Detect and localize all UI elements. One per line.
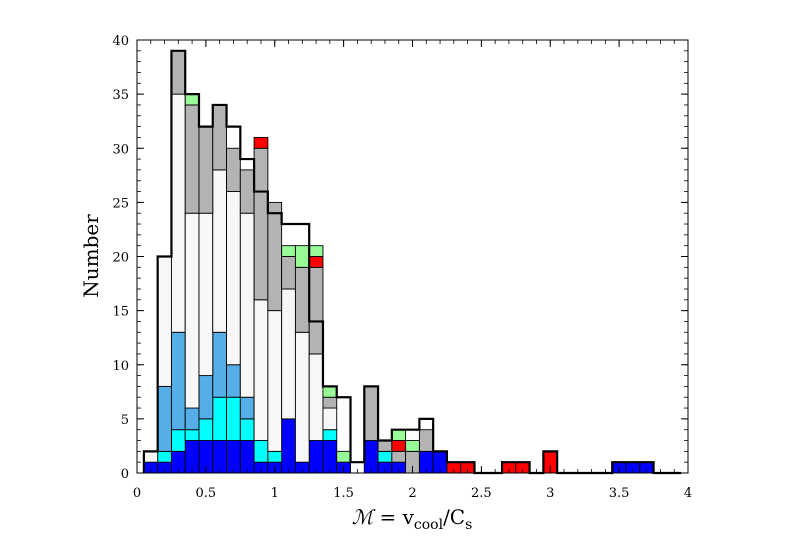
bar-segment-series-2 bbox=[239, 396, 255, 420]
bar-segment-series-1 bbox=[322, 429, 338, 441]
bar-segment-series-2 bbox=[170, 331, 186, 431]
bar-segment-series-3 bbox=[226, 191, 241, 366]
bar-segment-series-4 bbox=[170, 50, 186, 95]
bar-segment-series-0 bbox=[212, 440, 227, 474]
x-tick-label: 0.5 bbox=[196, 486, 217, 501]
bar-segment-series-5 bbox=[253, 136, 269, 149]
y-tick-label: 25 bbox=[112, 196, 129, 211]
bar-segment-series-0 bbox=[363, 440, 379, 474]
bar-segment-series-3 bbox=[253, 299, 269, 441]
stacked-bars bbox=[143, 50, 655, 474]
bar-segment-series-4 bbox=[226, 147, 241, 192]
bar-segment-series-6 bbox=[184, 93, 200, 106]
bar-segment-series-0 bbox=[239, 440, 255, 474]
bar-segment-series-1 bbox=[198, 418, 214, 441]
bar-segment-series-6 bbox=[336, 450, 351, 463]
bar-segment-series-3 bbox=[143, 450, 159, 463]
bar-segment-series-6 bbox=[405, 440, 420, 452]
bar-segment-series-0 bbox=[281, 418, 296, 474]
y-tick-label: 35 bbox=[112, 88, 129, 103]
x-tick-label: 2.5 bbox=[471, 486, 492, 501]
total-histogram-outline bbox=[142, 49, 682, 475]
x-tick-label: 3 bbox=[546, 486, 554, 501]
x-tick-label: 0 bbox=[133, 486, 141, 501]
bar-segment-series-1 bbox=[170, 429, 186, 452]
x-axis-label: ℳ = vcool/Cs bbox=[352, 505, 473, 533]
axis-ticks bbox=[136, 39, 689, 474]
bar-segment-series-6 bbox=[294, 245, 310, 268]
y-tick-labels: 0 5 10 15 20 25 30 35 40 bbox=[112, 34, 129, 482]
bar-segment-series-1 bbox=[267, 450, 283, 463]
bar-segment-series-3 bbox=[267, 310, 283, 452]
bar-segment-series-4 bbox=[377, 440, 393, 452]
bar-segment-series-5 bbox=[391, 440, 407, 452]
x-tick-label: 4 bbox=[684, 486, 692, 501]
y-tick-label: 0 bbox=[121, 467, 129, 482]
bar-segment-series-4 bbox=[239, 169, 255, 214]
y-tick-label: 30 bbox=[112, 142, 129, 157]
bar-segment-series-3 bbox=[322, 407, 338, 431]
bar-segment-series-3 bbox=[239, 212, 255, 398]
bar-segment-series-4 bbox=[184, 104, 200, 214]
bar-segment-series-4 bbox=[418, 429, 434, 452]
bar-segment-series-2 bbox=[184, 407, 200, 431]
bar-segment-series-3 bbox=[170, 93, 186, 333]
y-tick-label: 15 bbox=[112, 305, 129, 320]
x-label-sub-s: s bbox=[465, 517, 472, 533]
bar-segment-series-3 bbox=[157, 256, 172, 387]
x-tick-label: 3.5 bbox=[609, 486, 630, 501]
bar-segment-series-3 bbox=[212, 169, 227, 333]
bar-segment-series-0 bbox=[322, 440, 338, 474]
bar-segment-series-0 bbox=[226, 440, 241, 474]
bar-segment-series-1 bbox=[377, 450, 393, 463]
bar-segment-series-2 bbox=[198, 375, 214, 420]
x-label-sub-cool: cool bbox=[414, 517, 444, 533]
bar-segment-series-1 bbox=[239, 418, 255, 441]
bar-segment-series-4 bbox=[198, 126, 214, 214]
bar-segment-series-5 bbox=[308, 256, 324, 268]
bar-segment-series-6 bbox=[391, 429, 407, 441]
bar-segment-series-4 bbox=[294, 266, 310, 333]
bar-segment-series-6 bbox=[308, 245, 324, 257]
x-tick-label: 2 bbox=[408, 486, 416, 501]
y-tick-label: 20 bbox=[112, 251, 129, 266]
x-label-script-m: ℳ bbox=[352, 505, 376, 529]
bar-segment-series-4 bbox=[322, 396, 338, 409]
x-tick-label: 1 bbox=[271, 486, 279, 501]
bar-segment-series-4 bbox=[308, 266, 324, 355]
bar-segment-series-4 bbox=[363, 385, 379, 441]
bar-segment-series-2 bbox=[157, 385, 172, 452]
bar-segment-series-6 bbox=[322, 385, 338, 398]
y-tick-label: 5 bbox=[121, 413, 129, 428]
bar-segment-series-3 bbox=[198, 212, 214, 377]
bar-segment-series-4 bbox=[253, 147, 269, 301]
bar-segment-series-4 bbox=[391, 450, 407, 463]
bar-segment-series-4 bbox=[281, 256, 296, 290]
x-label-slash: /C bbox=[443, 505, 465, 529]
y-tick-label: 40 bbox=[112, 34, 129, 49]
bar-segment-series-1 bbox=[253, 440, 269, 463]
bar-segment-series-1 bbox=[184, 429, 200, 441]
bar-segment-series-3 bbox=[308, 353, 324, 441]
bar-segment-series-4 bbox=[267, 201, 283, 312]
bar-segment-series-1 bbox=[212, 396, 227, 441]
x-tick-label: 1.5 bbox=[333, 486, 354, 501]
x-tick-labels: 0 0.5 1 1.5 2 2.5 3 3.5 4 bbox=[133, 486, 692, 501]
y-axis-label: Number bbox=[79, 214, 103, 298]
bar-segment-series-2 bbox=[226, 364, 241, 398]
bar-segment-series-6 bbox=[281, 245, 296, 257]
bar-segment-series-1 bbox=[157, 450, 172, 463]
bar-segment-series-3 bbox=[281, 288, 296, 420]
y-tick-label: 10 bbox=[112, 359, 129, 374]
bar-segment-series-4 bbox=[212, 104, 227, 171]
bar-segment-series-3 bbox=[294, 331, 310, 463]
bar-segment-series-3 bbox=[184, 212, 200, 409]
x-label-main: = v bbox=[373, 505, 414, 529]
bar-segment-series-1 bbox=[226, 396, 241, 441]
bar-segment-series-0 bbox=[184, 440, 200, 474]
bar-segment-series-0 bbox=[308, 440, 324, 474]
bar-segment-series-2 bbox=[212, 331, 227, 398]
